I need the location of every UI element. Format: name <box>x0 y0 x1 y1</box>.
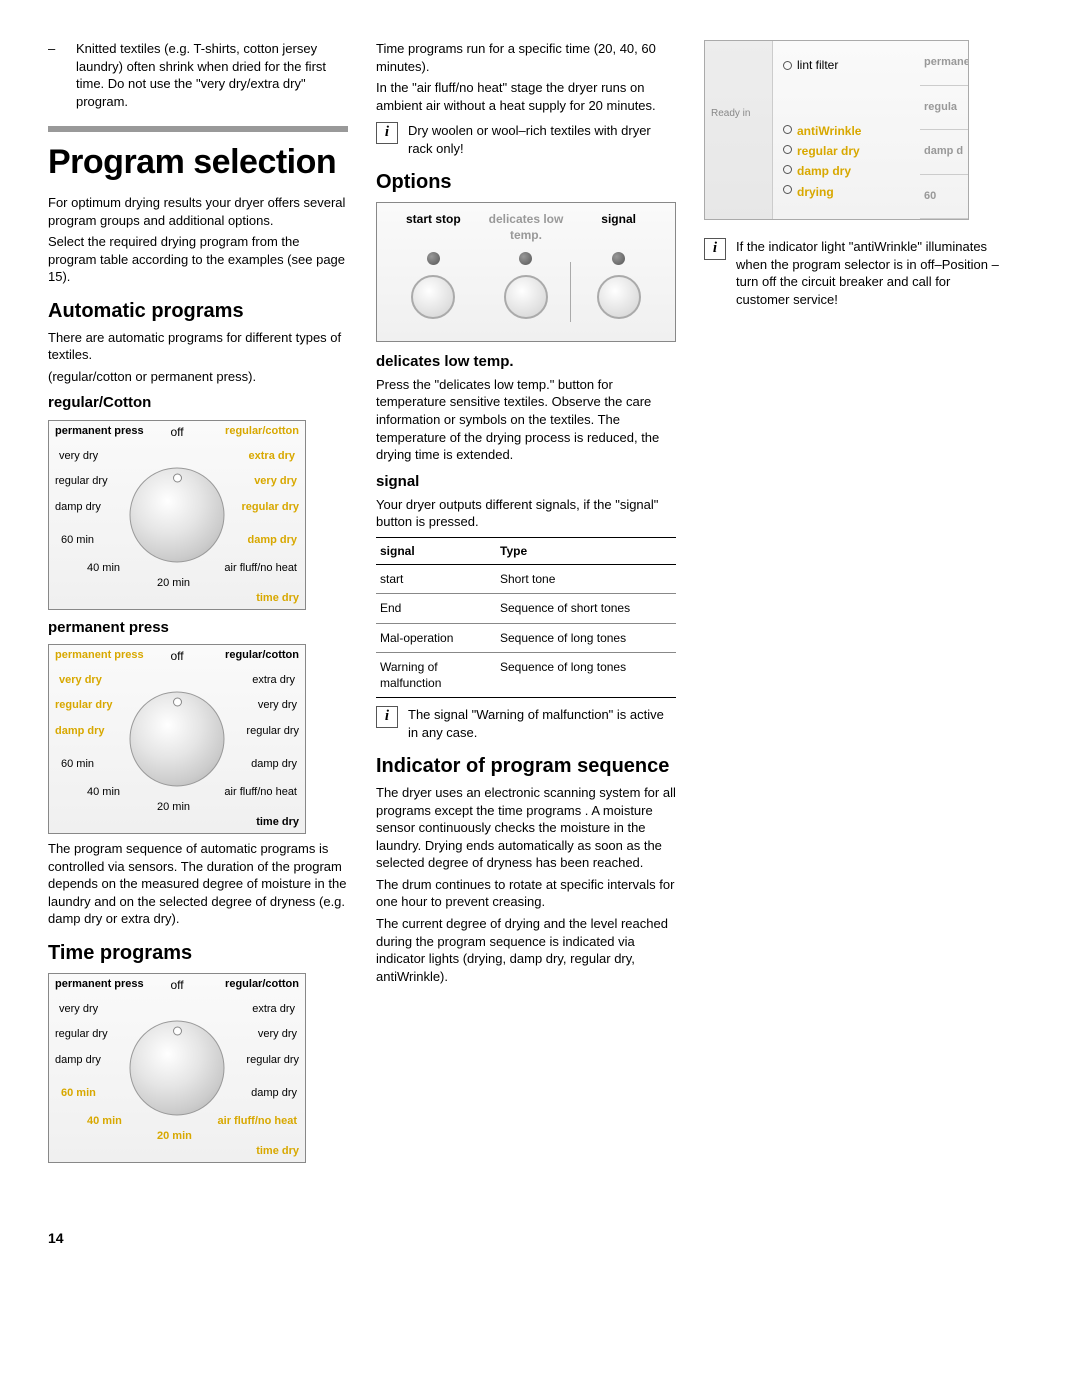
options-panel: start stop delicates low temp. signal <box>376 202 676 341</box>
heading-delicates: delicates low temp. <box>376 352 676 372</box>
page-title: Program selection <box>48 140 348 186</box>
page-number: 14 <box>48 1229 1032 1248</box>
signal-row: EndSequence of short tones <box>376 594 676 623</box>
status-item: regular dry <box>783 143 861 159</box>
info-icon: i <box>704 238 726 260</box>
heading-signal: signal <box>376 472 676 492</box>
bullet-icon <box>783 125 792 134</box>
heading-indicator: Indicator of program sequence <box>376 753 676 780</box>
led-delicates <box>519 252 532 265</box>
ind-p3: The current degree of drying and the lev… <box>376 915 676 985</box>
bullet-icon <box>783 145 792 154</box>
ind-p2: The drum continues to rotate at specific… <box>376 876 676 911</box>
status-item: damp dry <box>783 163 861 179</box>
lint-filter-indicator: lint filter <box>783 57 838 73</box>
bullet-icon <box>783 61 792 70</box>
bullet-text: Knitted textiles (e.g. T-shirts, cotton … <box>76 40 348 110</box>
heading-regular-cotton: regular/Cotton <box>48 393 348 413</box>
sig-th-type: Type <box>496 537 676 564</box>
dash: – <box>48 40 58 110</box>
signal-row: startShort tone <box>376 565 676 594</box>
right-cell: permane <box>920 41 968 86</box>
intro-1: For optimum drying results your dryer of… <box>48 194 348 229</box>
button-delicates[interactable] <box>504 275 548 319</box>
time-p1: Time programs run for a specific time (2… <box>376 40 676 75</box>
info-wool: i Dry woolen or wool–rich textiles with … <box>376 122 676 157</box>
status-list: antiWrinkle regular dry damp dry drying <box>783 123 861 204</box>
signal-row: Mal-operationSequence of long tones <box>376 623 676 652</box>
info-signal-note: i The signal "Warning of malfunction" is… <box>376 706 676 741</box>
signal-p: Your dryer outputs different signals, if… <box>376 496 676 531</box>
heading-permanent-press: permanent press <box>48 618 348 638</box>
dial-time-programs: permanent press off regular/cotton time … <box>48 973 306 1163</box>
status-item: antiWrinkle <box>783 123 861 139</box>
led-signal <box>612 252 625 265</box>
right-column: permanereguladamp d60 <box>920 41 968 219</box>
right-cell: damp d <box>920 130 968 175</box>
right-cell: regula <box>920 86 968 131</box>
info-antiwrinkle: i If the indicator light "antiWrinkle" i… <box>704 238 1004 308</box>
opt-header-start: start stop <box>387 211 479 243</box>
signal-table: signal Type startShort toneEndSequence o… <box>376 537 676 698</box>
heading-options: Options <box>376 169 676 196</box>
dial-permanent-press: permanent press off regular/cotton time … <box>48 644 306 834</box>
display-panel: Ready in lint filter antiWrinkle regular … <box>704 40 969 220</box>
right-cell: 60 <box>920 175 968 220</box>
ready-in-label: Ready in <box>711 107 750 121</box>
auto-p2: (regular/cotton or permanent press). <box>48 368 348 386</box>
status-item: drying <box>783 184 861 200</box>
info-icon: i <box>376 706 398 728</box>
time-p2: In the "air fluff/no heat" stage the dry… <box>376 79 676 114</box>
intro-2: Select the required drying program from … <box>48 233 348 286</box>
bullet-note: – Knitted textiles (e.g. T-shirts, cotto… <box>48 40 348 110</box>
auto-after: The program sequence of automatic progra… <box>48 840 348 928</box>
info-icon: i <box>376 122 398 144</box>
sig-th-signal: signal <box>376 537 496 564</box>
bullet-icon <box>783 185 792 194</box>
button-signal[interactable] <box>597 275 641 319</box>
section-divider <box>48 126 348 132</box>
ind-p1: The dryer uses an electronic scanning sy… <box>376 784 676 872</box>
bullet-icon <box>783 165 792 174</box>
opt-header-signal: signal <box>573 211 665 243</box>
led-start <box>427 252 440 265</box>
opt-header-delicates: delicates low temp. <box>480 211 572 243</box>
button-start-stop[interactable] <box>411 275 455 319</box>
heading-time-programs: Time programs <box>48 940 348 967</box>
signal-row: Warning of malfunctionSequence of long t… <box>376 652 676 697</box>
dial-regular-cotton: permanent press off regular/cotton time … <box>48 420 306 610</box>
auto-p1: There are automatic programs for differe… <box>48 329 348 364</box>
heading-automatic: Automatic programs <box>48 298 348 325</box>
delicates-p: Press the "delicates low temp." button f… <box>376 376 676 464</box>
